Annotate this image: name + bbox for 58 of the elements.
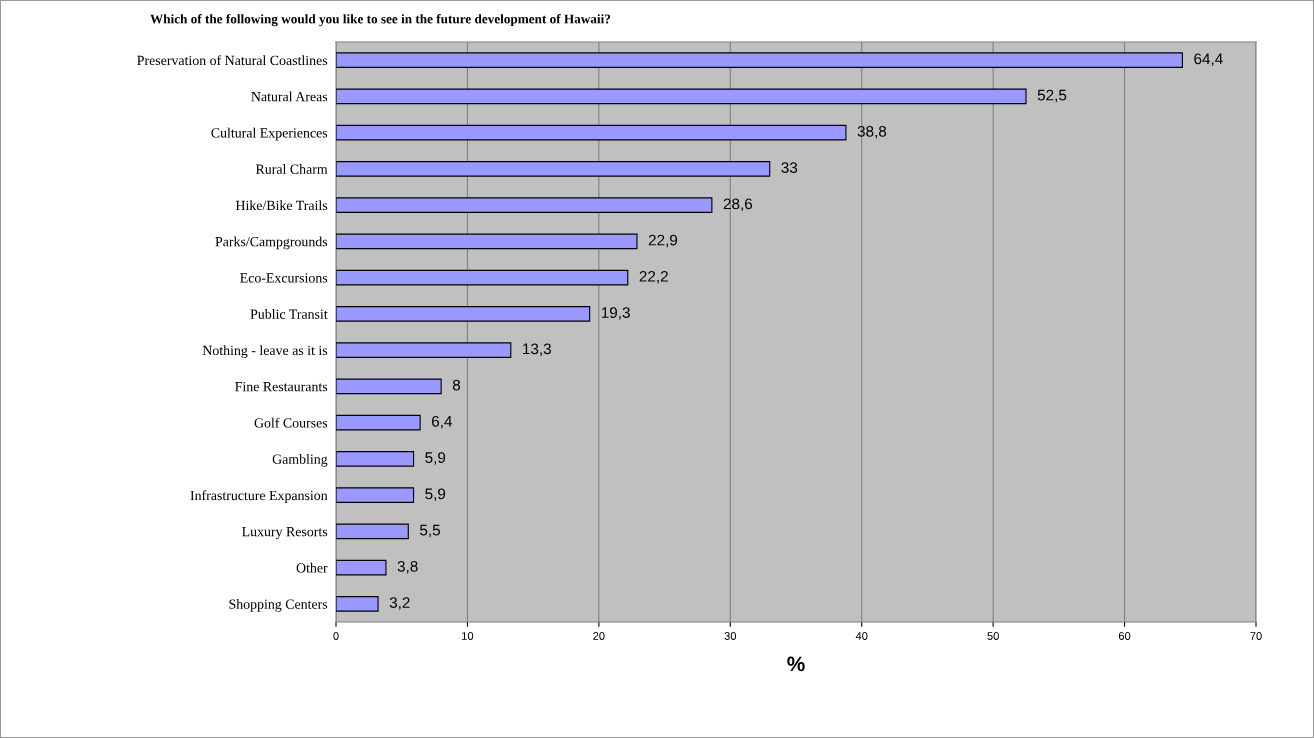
- bar: [336, 487, 415, 503]
- data-label: 5,9: [425, 488, 446, 502]
- chart-title: Which of the following would you like to see in the future development of Hawaii?: [150, 14, 611, 27]
- data-label: 5,5: [420, 524, 440, 538]
- data-label: 3,8: [397, 560, 418, 574]
- y-tick-label: Rural Charm: [255, 164, 328, 174]
- y-tick-label: Shopping Centers: [229, 599, 328, 612]
- data-label: 19,3: [601, 307, 630, 320]
- y-tick-label: Golf Courses: [254, 417, 328, 428]
- bar: [336, 233, 638, 250]
- x-tick-label: 50: [987, 632, 999, 640]
- x-tick-label: 30: [724, 632, 737, 640]
- bar: [336, 378, 442, 395]
- bar: [336, 523, 409, 540]
- data-label: 5,9: [425, 452, 446, 465]
- bar: [336, 306, 591, 322]
- data-label: 22,9: [648, 234, 678, 248]
- bar: [336, 451, 415, 467]
- x-tick-label: 0: [333, 632, 339, 640]
- data-label: 64,4: [1194, 53, 1223, 67]
- y-tick-label: Luxury Resorts: [242, 527, 328, 540]
- data-label: 38,8: [857, 125, 887, 139]
- bar: [336, 269, 629, 286]
- y-tick-label: Natural Areas: [251, 91, 328, 102]
- y-tick-label: Eco-Excursions: [240, 273, 328, 283]
- bar: [336, 197, 713, 213]
- y-tick-label: Cultural Experiences: [211, 127, 328, 141]
- x-tick-label: 70: [1250, 632, 1262, 640]
- data-label: 8: [452, 379, 461, 391]
- bar: [336, 88, 1027, 105]
- y-tick-label: Public Transit: [250, 309, 328, 319]
- y-tick-label: Nothing - leave as it is: [202, 345, 328, 358]
- x-tick-label: 40: [855, 632, 868, 640]
- x-tick-label: 20: [593, 632, 605, 640]
- x-axis-title: %: [787, 656, 805, 672]
- bar: [336, 414, 421, 431]
- data-label: 6,4: [432, 415, 453, 429]
- y-tick-label: Parks/Campgrounds: [215, 236, 328, 250]
- y-tick-label: Hike/Bike Trails: [235, 200, 328, 211]
- bar: [336, 559, 387, 576]
- bar: [336, 161, 771, 177]
- data-label: 3,2: [389, 597, 410, 610]
- bar: [336, 342, 512, 358]
- y-tick-label: Other: [296, 562, 328, 573]
- y-tick-label: Preservation of Natural Coastlines: [137, 55, 328, 66]
- x-tick-label: 60: [1118, 632, 1131, 640]
- y-tick-label: Infrastructure Expansion: [190, 490, 328, 503]
- data-label: 52,5: [1037, 89, 1067, 103]
- y-tick-label: Gambling: [272, 454, 328, 467]
- y-tick-label: Fine Restaurants: [235, 382, 328, 392]
- data-label: 22,2: [639, 270, 668, 284]
- data-label: 33: [781, 162, 798, 173]
- bar: [336, 52, 1183, 68]
- data-label: 13,3: [523, 343, 551, 357]
- x-tick-label: 10: [462, 632, 474, 640]
- bar: [336, 124, 847, 141]
- bar: [336, 596, 379, 612]
- data-label: 28,6: [723, 198, 753, 212]
